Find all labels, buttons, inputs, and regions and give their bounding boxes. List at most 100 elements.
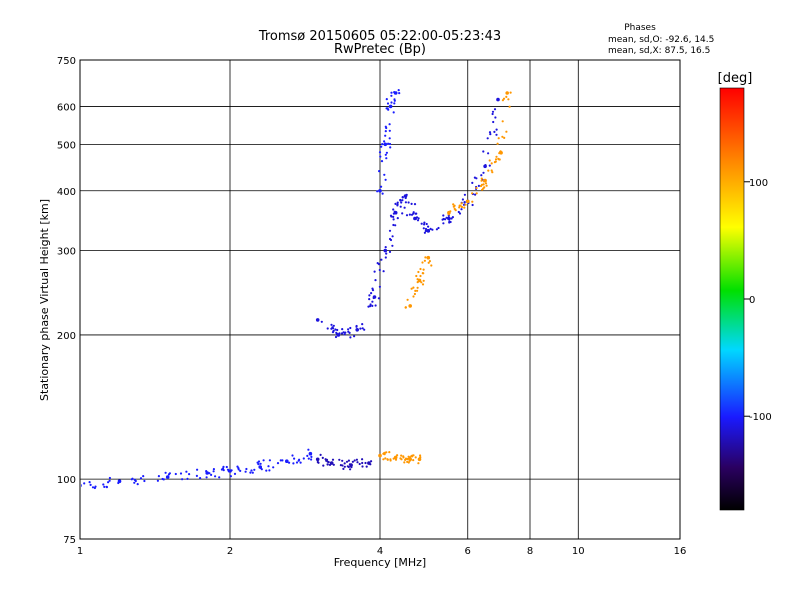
series-trace (404, 255, 433, 309)
y-tick-label: 300 (57, 247, 76, 258)
scatter-dot (458, 212, 462, 215)
scatter-dot (310, 455, 313, 458)
scatter-dot (371, 304, 374, 307)
scatter-dot (361, 458, 364, 461)
scatter-dot (389, 459, 392, 462)
y-tick-label: 400 (57, 187, 76, 198)
scatter-dot (108, 479, 111, 482)
scatter-dot (83, 482, 86, 485)
scatter-dot (463, 206, 466, 209)
scatter-dot (502, 97, 506, 100)
scatter-dot (495, 133, 498, 136)
scatter-dot (422, 279, 425, 282)
scatter-dot (227, 470, 230, 473)
scatter-dot (341, 464, 344, 467)
data-point (393, 91, 398, 95)
scatter-dot (389, 146, 392, 149)
scatter-dot (473, 176, 476, 179)
scatter-dot (407, 461, 410, 464)
scatter-dot (378, 151, 382, 154)
scatter-dot (368, 298, 371, 301)
scatter-dot (250, 469, 253, 472)
scatter-dot (471, 181, 474, 184)
scatter-dot (384, 178, 387, 181)
scatter-dot (365, 465, 368, 468)
data-point (403, 194, 408, 198)
scatter-dot (490, 162, 493, 165)
scatter-dot (474, 193, 477, 196)
scatter-dot (484, 182, 488, 185)
scatter-dot (348, 331, 351, 334)
scatter-dot (380, 145, 383, 148)
scatter-dot (326, 463, 329, 466)
data-point (505, 91, 510, 95)
chart-title: Tromsø 20150605 05:22:00-05:23:43 (258, 29, 501, 44)
scatter-dot (489, 133, 492, 136)
x-tick-label: 10 (572, 546, 585, 557)
scatter-dot (225, 465, 228, 469)
data-point (285, 459, 289, 464)
scatter-dot (380, 160, 384, 163)
scatter-dot (276, 462, 280, 465)
scatter-dot (353, 459, 356, 462)
scatter-dot (390, 94, 393, 97)
scatter-dot (334, 328, 337, 331)
scatter-dot (388, 129, 391, 132)
series-trace (81, 448, 313, 490)
scatter-dot (392, 218, 395, 221)
scatter-dot (133, 481, 136, 484)
data-point (388, 104, 393, 109)
data-point (81, 484, 82, 487)
scatter-dot (396, 201, 399, 204)
scatter-dot (491, 110, 495, 113)
scatter-dot (349, 326, 352, 330)
scatter-dot (381, 143, 384, 146)
scatter-dot (508, 105, 511, 108)
scatter-dot (488, 131, 492, 134)
scatter-dot (361, 465, 364, 468)
scatter-dot (371, 289, 375, 292)
scatter-dot (471, 200, 474, 203)
scatter-dot (458, 206, 461, 209)
scatter-dot (208, 472, 211, 475)
data-point (417, 457, 422, 462)
scatter-dot (139, 477, 143, 480)
x-tick-label: 1 (77, 546, 83, 557)
scatter-dot (498, 158, 501, 161)
x-tick-label: 6 (465, 546, 471, 557)
data-point (205, 471, 209, 475)
scatter-dot (340, 332, 344, 335)
scatter-dot (412, 286, 415, 289)
scatter-dot (310, 458, 313, 461)
scatter-dot (396, 454, 399, 457)
scatter-dot (344, 331, 347, 334)
scatter-dot (385, 126, 388, 130)
series-trace (424, 97, 500, 233)
scatter-dot (381, 192, 384, 195)
data-point (413, 216, 417, 221)
scatter-dot (414, 456, 417, 459)
x-tick-label: 8 (527, 546, 533, 557)
scatter-dot (494, 160, 497, 163)
scatter-dot (188, 473, 191, 476)
colorbar-tick-label: 100 (749, 178, 768, 189)
scatter-dot (482, 150, 485, 153)
scatter-dot (496, 142, 499, 145)
scatter-dot (322, 464, 325, 467)
scatter-dot (262, 459, 265, 462)
scatter-dot (477, 184, 480, 187)
data-point (329, 461, 334, 465)
scatter-dot (414, 289, 417, 292)
scatter-dot (89, 483, 92, 486)
plot-frame (79, 59, 681, 540)
scatter-dot (386, 458, 389, 461)
grid-lines (80, 60, 680, 539)
scatter-dot (494, 116, 497, 119)
scatter-dot (487, 152, 490, 155)
scatter-dot (331, 331, 335, 334)
data-point (315, 457, 320, 462)
scatter-dot (419, 454, 422, 457)
scatter-dot (186, 477, 189, 480)
scatter-dot (355, 458, 358, 461)
scatter-dot (419, 274, 422, 278)
